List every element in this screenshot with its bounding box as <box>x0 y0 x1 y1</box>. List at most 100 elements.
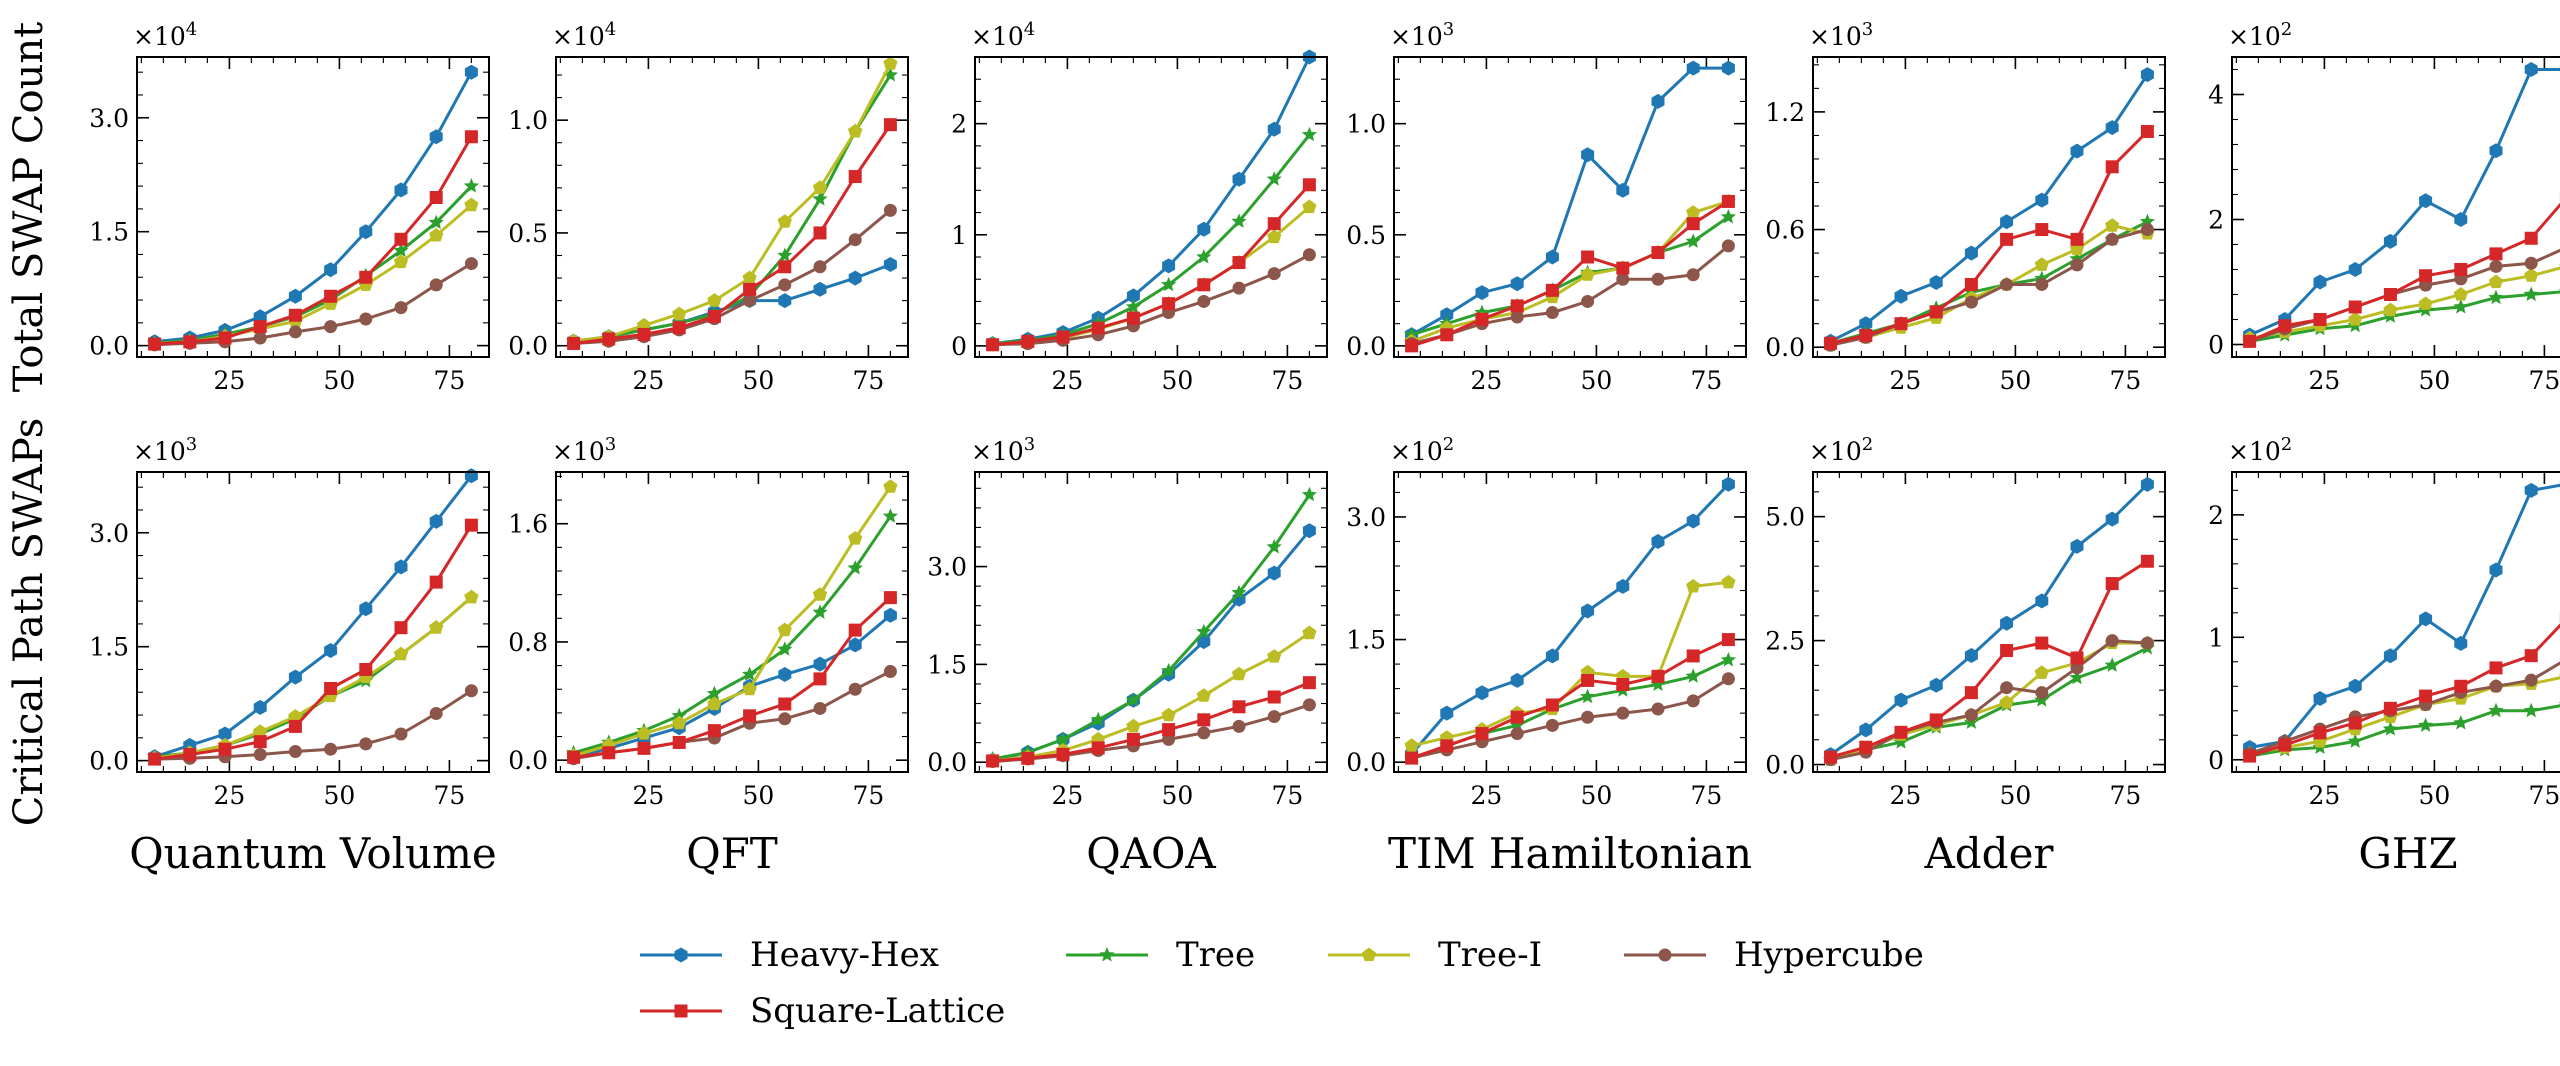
data-point-hypercube <box>1197 726 1211 740</box>
series-square-lattice <box>148 130 478 351</box>
data-point-tree <box>393 242 409 258</box>
data-point-hypercube <box>1545 718 1559 732</box>
x-tick-label: 75 <box>2528 366 2560 395</box>
y-tick-label: 2.5 <box>1765 627 1805 656</box>
figure-canvas: Total SWAP Count Critical Path SWAPs Quant… <box>6 19 2560 878</box>
data-point-hypercube <box>1686 268 1700 282</box>
data-point-hypercube <box>2140 636 2154 650</box>
y-tick-label: 0.0 <box>1765 751 1805 780</box>
series-line-tree <box>2249 704 2560 758</box>
y-tick-label: 1.6 <box>508 510 548 539</box>
data-point-heavy-hex <box>2035 192 2049 208</box>
x-tick-label: 75 <box>852 781 884 810</box>
data-point-square-lattice <box>2348 716 2362 730</box>
data-point-heavy-hex <box>288 669 302 685</box>
data-point-square-lattice <box>1405 339 1419 353</box>
data-point-tree-i <box>253 724 268 738</box>
legend-swatch-tree-i <box>1328 947 1410 962</box>
data-point-square-lattice <box>394 621 408 635</box>
y-tick-label: 3.0 <box>1346 503 1386 532</box>
data-point-square-lattice <box>1267 217 1281 231</box>
data-point-square-lattice <box>429 575 443 589</box>
series-line-hypercube <box>573 209 892 345</box>
data-point-tree-i <box>812 180 828 194</box>
data-point-tree <box>2382 721 2398 736</box>
series-line-square-lattice <box>154 135 473 346</box>
data-point-square-lattice <box>2383 701 2397 715</box>
column-label-qaoa: QAOA <box>1086 829 1216 878</box>
series-line-heavy-hex <box>1829 483 2149 756</box>
series-line-square-lattice <box>573 123 892 345</box>
data-point-tree-i <box>848 123 863 138</box>
x-tick-label: 75 <box>1690 366 1722 395</box>
x-tick-label: 50 <box>742 366 774 395</box>
series-line-tree-i <box>573 485 892 758</box>
data-point-hypercube <box>883 665 897 679</box>
data-point-tree-i <box>2383 302 2398 317</box>
series-line-hypercube <box>154 262 473 347</box>
x-tick-label: 25 <box>632 366 664 395</box>
series-heavy-hex <box>2243 62 2560 343</box>
data-point-heavy-hex <box>1197 221 1211 237</box>
data-point-hypercube <box>429 278 443 292</box>
x-tick-label: 75 <box>1690 781 1722 810</box>
data-point-tree-i <box>2453 287 2468 301</box>
data-point-heavy-hex <box>1581 603 1595 619</box>
series-line-tree <box>154 596 473 759</box>
data-point-hypercube <box>464 257 478 271</box>
data-point-heavy-hex <box>288 288 302 304</box>
data-point-square-lattice <box>1859 328 1873 342</box>
data-point-heavy-hex <box>1475 285 1489 301</box>
y-tick-label: 1.0 <box>508 106 548 135</box>
x-tick-label: 75 <box>1271 781 1303 810</box>
data-point-square-lattice <box>567 750 581 764</box>
data-point-tree-i <box>636 726 652 740</box>
axis-multiplier: ×102 <box>2228 434 2292 466</box>
data-point-tree <box>742 666 758 681</box>
axis-multiplier-exponent: 3 <box>1024 434 1035 455</box>
data-point-heavy-hex <box>1686 513 1700 529</box>
series-square-lattice <box>1824 125 2154 350</box>
data-point-square-lattice <box>1475 312 1489 326</box>
data-point-hypercube <box>1302 248 1316 262</box>
data-point-heavy-hex <box>1440 307 1454 323</box>
legend-marker <box>674 947 688 963</box>
data-point-heavy-hex <box>848 637 862 653</box>
data-point-square-lattice <box>1162 297 1176 311</box>
data-point-hypercube <box>288 325 302 339</box>
data-point-heavy-hex <box>883 257 897 272</box>
series-tree-i <box>147 197 479 351</box>
legend-marker-square-lattice <box>674 1004 688 1018</box>
axis-multiplier-exponent: 2 <box>1862 434 1873 455</box>
axis-multiplier-exponent: 3 <box>1862 19 1873 40</box>
series-tree-i <box>147 589 479 765</box>
data-point-hypercube <box>394 301 408 315</box>
data-point-heavy-hex <box>2140 476 2154 492</box>
data-point-tree <box>1231 213 1247 228</box>
series-hypercube <box>567 665 897 766</box>
series-line-tree <box>154 185 473 345</box>
plot-frame <box>1812 56 2166 358</box>
column-label-tim-hamiltonian: TIM Hamiltonian <box>1388 829 1752 878</box>
data-point-square-lattice <box>1616 261 1630 275</box>
data-point-heavy-hex <box>324 262 338 278</box>
series-square-lattice <box>1824 554 2154 764</box>
data-point-square-lattice <box>1894 317 1908 331</box>
data-point-square-lattice <box>567 336 581 350</box>
axis-multiplier-exponent: 2 <box>2281 19 2292 40</box>
x-tick-label: 50 <box>2418 366 2450 395</box>
x-tick-label: 50 <box>1580 366 1612 395</box>
series-line-square-lattice <box>1830 560 2149 759</box>
y-tick-label: 2 <box>951 110 967 139</box>
data-point-square-lattice <box>2454 679 2468 693</box>
data-point-tree-i <box>464 197 479 212</box>
data-point-square-lattice <box>2000 232 2014 246</box>
data-point-square-lattice <box>1824 750 1838 764</box>
series-line-tree-i <box>2249 266 2560 340</box>
data-point-square-lattice <box>1721 194 1735 208</box>
data-point-square-lattice <box>2243 334 2257 348</box>
data-point-square-lattice <box>848 170 862 184</box>
data-point-square-lattice <box>1929 305 1943 319</box>
data-point-heavy-hex <box>2035 593 2049 609</box>
data-point-heavy-hex <box>1859 722 1873 738</box>
